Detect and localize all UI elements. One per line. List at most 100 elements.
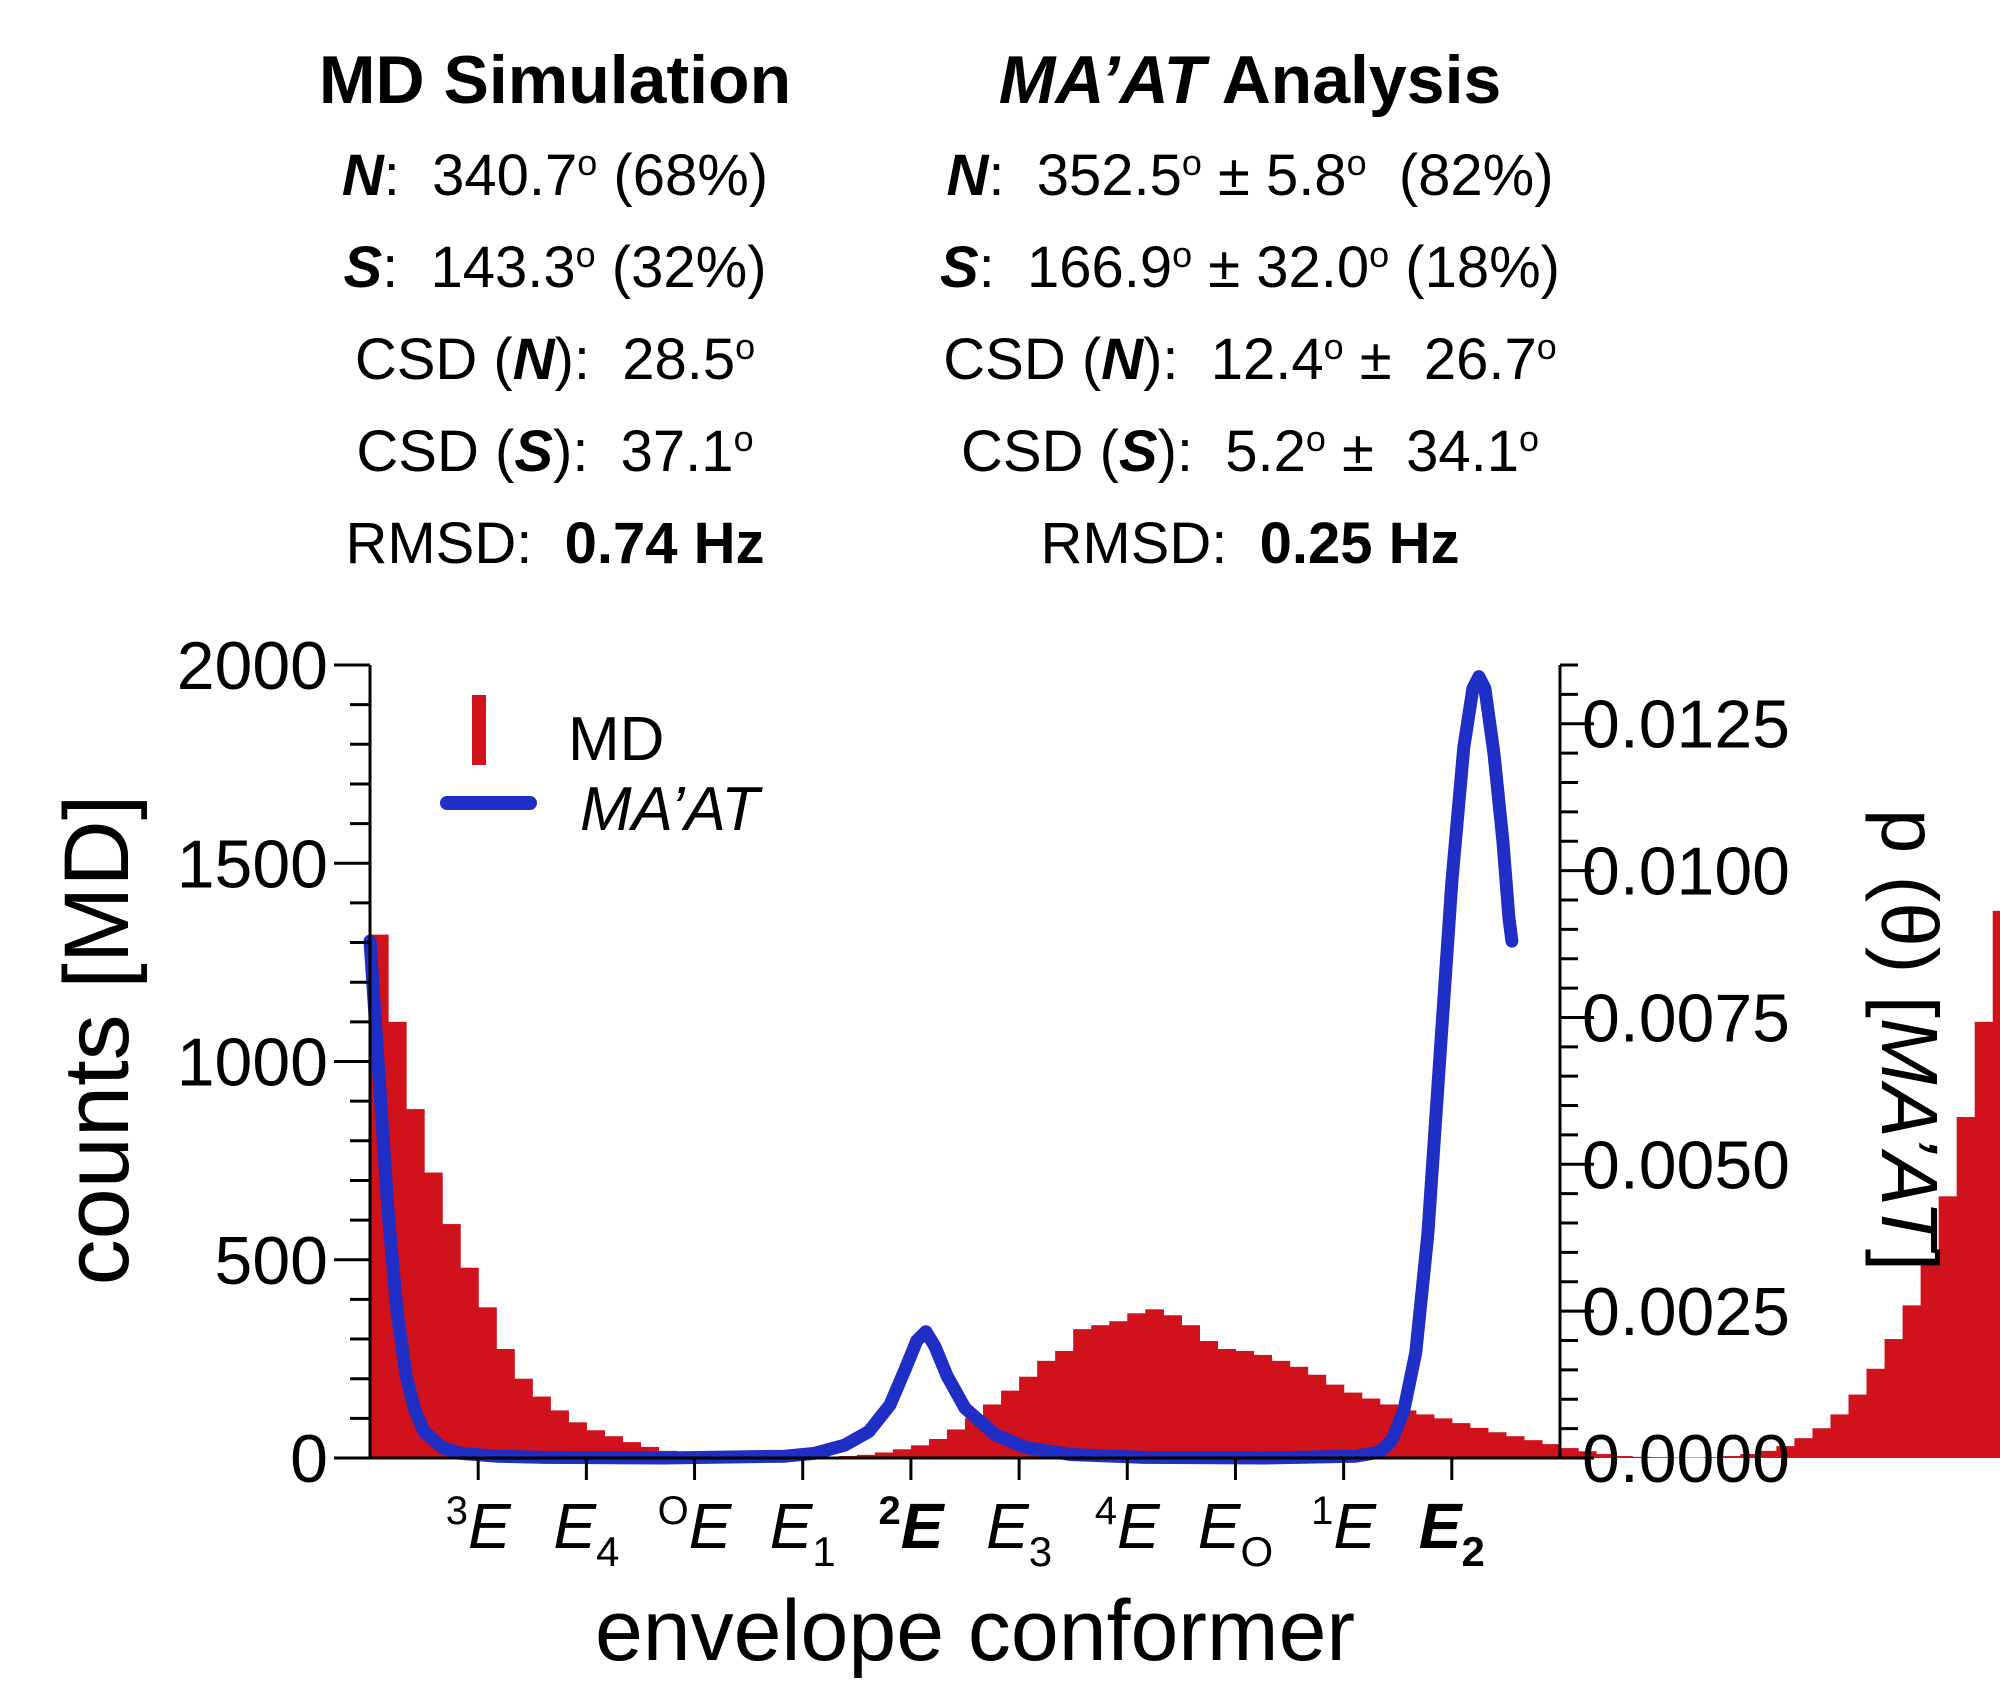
degree-sign: o	[577, 142, 598, 184]
y2-tick-label: 0.0000	[1582, 1421, 1790, 1497]
x-tick-label: 4E	[1095, 1489, 1161, 1562]
md-bar	[1145, 1309, 1164, 1458]
md-bar	[892, 1449, 912, 1458]
md-stats-title: MD Simulation	[318, 42, 792, 118]
md-bar	[532, 1396, 551, 1458]
md-bar	[1974, 1021, 1994, 1458]
right-y-label-suffix: ]	[1865, 1249, 1954, 1271]
y2-tick-label: 0.0100	[1582, 834, 1790, 910]
md-bar	[1704, 1457, 1723, 1458]
md-s-angle: 143.3	[430, 235, 576, 300]
degree-sign: o	[733, 418, 754, 460]
md-stats-panel: MD Simulation N: 340.7o (68%) S: 143.3o …	[230, 30, 880, 590]
md-bar	[1325, 1384, 1345, 1458]
md-bar	[1902, 1305, 1922, 1458]
csd-prefix: CSD (	[356, 419, 515, 484]
y-axis-label: counts [MD]	[46, 795, 148, 1286]
degree-sign: o	[1518, 418, 1539, 460]
maat-s-angle: 166.9	[1027, 235, 1173, 300]
md-n-pct: (68%)	[613, 143, 769, 208]
md-rmsd-row: RMSD: 0.74 Hz	[230, 498, 880, 590]
md-bar	[442, 1224, 461, 1458]
md-bar	[1596, 1454, 1615, 1458]
md-bar	[1469, 1427, 1489, 1458]
maat-s-row: S: 166.9o ± 32.0o (18%)	[939, 234, 1560, 300]
md-bar	[1037, 1360, 1056, 1458]
md-bar	[1109, 1321, 1128, 1458]
maat-s-label: S	[939, 235, 979, 300]
md-bar	[874, 1452, 894, 1458]
md-bar	[1632, 1456, 1651, 1458]
maat-rmsd-row: RMSD: 0.25 Hz	[850, 498, 1650, 590]
maat-n-angle: 352.5	[1036, 143, 1182, 208]
md-bar	[1740, 1454, 1759, 1458]
md-s-label: S	[343, 235, 383, 300]
csd-n-label: N	[512, 327, 555, 392]
md-rmsd-label: RMSD:	[345, 511, 533, 576]
md-bar	[1253, 1354, 1273, 1458]
md-bar	[1217, 1348, 1237, 1458]
md-csd-n-value: 28.5	[622, 327, 736, 392]
left-y-ticks: 0 500 1000 1500 2000	[177, 628, 370, 1497]
x-tick-label: EO	[1198, 1490, 1273, 1575]
md-csd-n-row: CSD (N): 28.5o	[354, 326, 756, 392]
md-bar	[1848, 1394, 1868, 1458]
right-y-ticks: 0.0000 0.0025 0.0050 0.0075 0.0100 0.0125	[1560, 663, 1790, 1497]
maat-csd-s-value: 5.2	[1225, 419, 1306, 484]
md-bar	[856, 1454, 876, 1458]
md-bar	[1307, 1374, 1327, 1458]
y2-tick-label: 0.0050	[1582, 1127, 1790, 1203]
y2-tick-label: 0.0075	[1582, 980, 1790, 1056]
md-bar	[478, 1307, 497, 1458]
md-bar	[1812, 1428, 1832, 1458]
md-bar	[1289, 1366, 1309, 1458]
legend-md-swatch	[472, 695, 486, 765]
degree-sign: o	[1323, 326, 1344, 368]
chart-legend: MD MA’AT	[440, 695, 763, 844]
md-csd-s-row: CSD (S): 37.1o	[356, 418, 754, 484]
md-bar	[1650, 1457, 1669, 1458]
md-bar	[1091, 1325, 1110, 1458]
maat-stats-panel: MA’AT Analysis N: 352.5o ± 5.8o (82%) S:…	[850, 30, 1650, 590]
csd-prefix: CSD (	[354, 327, 513, 392]
y-tick-label: 0	[290, 1421, 328, 1497]
md-s-row: S: 143.3o (32%)	[343, 234, 767, 300]
md-bar	[1181, 1325, 1200, 1458]
maat-n-pct: (82%)	[1398, 143, 1554, 208]
md-bar	[1776, 1446, 1795, 1458]
md-bar	[1361, 1398, 1381, 1458]
maat-s-pct: (18%)	[1405, 235, 1560, 300]
md-bar	[1992, 910, 2000, 1458]
x-tick-label: E1	[770, 1490, 836, 1575]
x-tick-label: OE	[658, 1489, 733, 1562]
maat-csd-s-err: 34.1	[1406, 419, 1519, 484]
md-bar	[1866, 1368, 1886, 1458]
chart-axes	[368, 665, 1562, 1460]
md-bar	[1722, 1456, 1741, 1458]
md-bar	[1451, 1423, 1471, 1458]
right-y-label-prefix: p (θ) [	[1865, 809, 1954, 1018]
x-tick-label: E3	[986, 1490, 1052, 1575]
md-bar	[1578, 1451, 1597, 1458]
degree-sign: o	[1305, 418, 1326, 460]
maat-rmsd-value: 0.25 Hz	[1259, 511, 1460, 576]
right-y-label-italic: MA’AT	[1865, 1018, 1954, 1254]
md-n-label: N	[341, 143, 384, 208]
degree-sign: o	[1181, 142, 1202, 184]
md-bar	[946, 1429, 966, 1458]
maat-csd-s-row: CSD (S): 5.2o ± 34.1o	[961, 418, 1539, 484]
x-axis-label: envelope conformer	[595, 1583, 1355, 1679]
md-bar	[1343, 1392, 1363, 1458]
degree-sign: o	[575, 234, 596, 276]
md-bar	[1055, 1350, 1074, 1458]
y-tick-label: 1000	[177, 1025, 328, 1101]
md-bar	[1433, 1418, 1453, 1458]
right-y-axis-label: p (θ) [MA’AT]	[1865, 809, 1954, 1271]
x-tick-label: 1E	[1311, 1489, 1377, 1562]
md-bar	[1163, 1315, 1182, 1458]
x-tick-label: E4	[553, 1490, 619, 1575]
md-bar	[496, 1348, 515, 1458]
md-n-angle: 340.7	[432, 143, 578, 208]
md-bar	[1505, 1436, 1525, 1458]
